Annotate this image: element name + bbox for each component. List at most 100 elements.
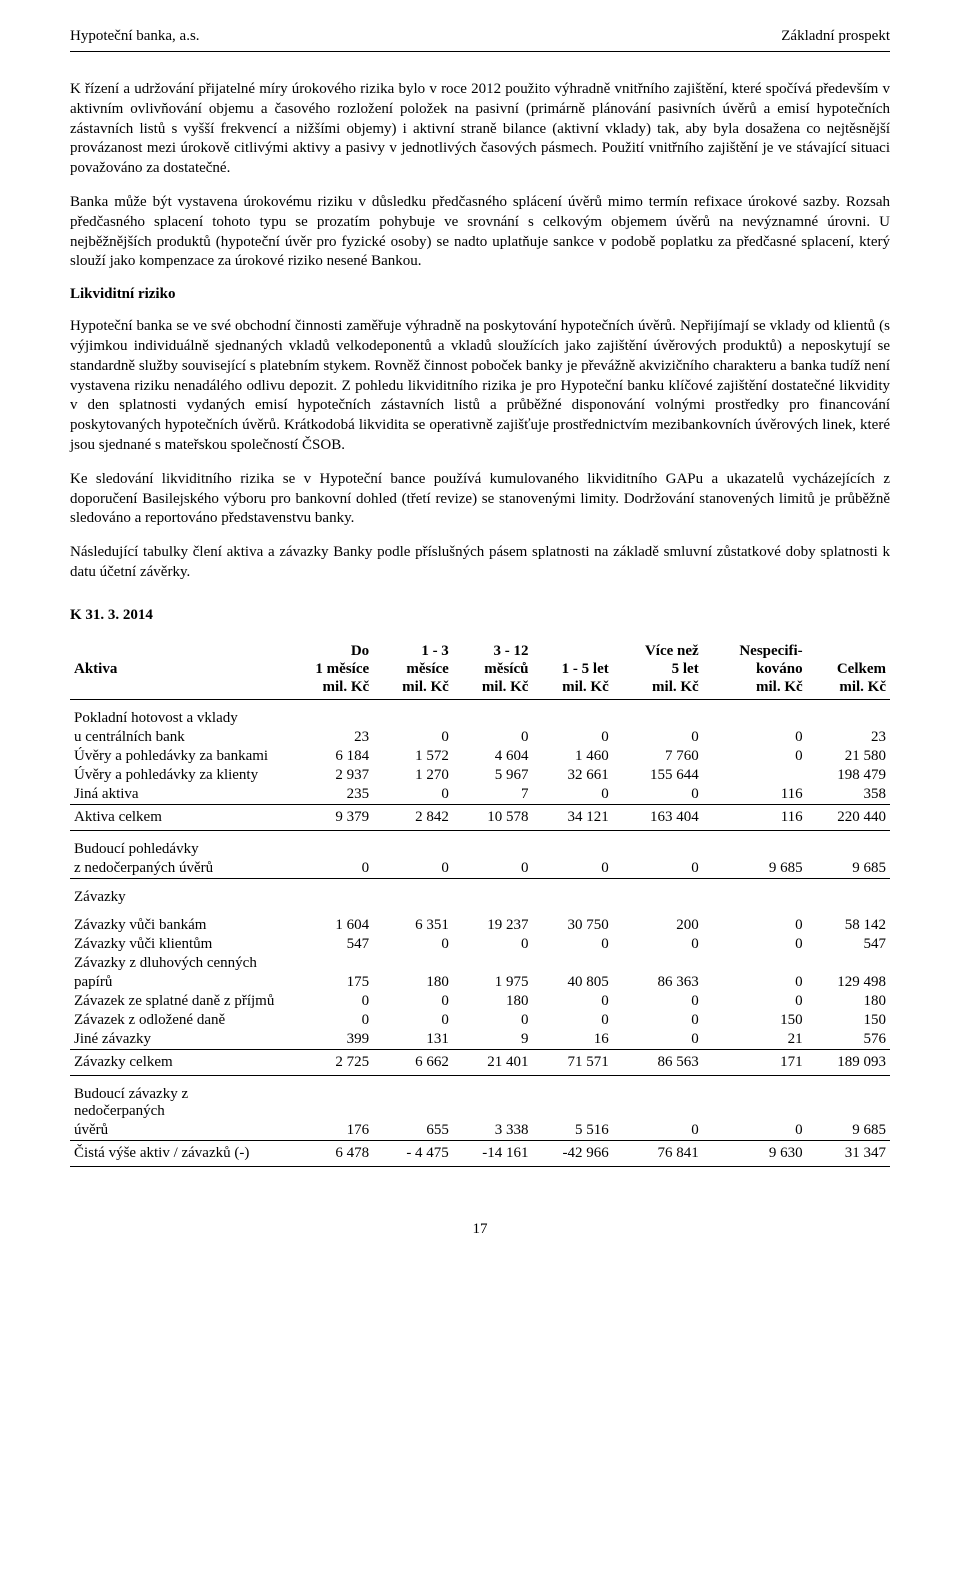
cell: 175 [283,973,373,992]
cell: 0 [532,728,612,747]
cell: 1 270 [373,766,453,785]
cell: 86 363 [613,973,703,992]
table-row: Pokladní hotovost a vklady [70,699,890,728]
row-label: Závazky vůči bankám [70,907,283,935]
col-header-unspec-l2: kováno [703,660,807,678]
cell: 116 [703,804,807,830]
cell: 176 [283,1121,373,1141]
cell: 0 [373,935,453,954]
cell: 150 [703,1011,807,1030]
table-row: Závazky z dluhových cenných [70,954,890,973]
row-label: Jiné závazky [70,1030,283,1050]
col-header-unspec-l1: Nespecifi- [703,642,807,660]
col-header-5yplus-l1: Více než [613,642,703,660]
cell: 0 [613,1121,703,1141]
cell: 547 [283,935,373,954]
cell: 0 [532,1011,612,1030]
cell: 9 685 [807,859,890,879]
cell: 76 841 [613,1140,703,1166]
cell: 0 [532,935,612,954]
cell: 58 142 [807,907,890,935]
cell: 0 [703,728,807,747]
cell: 1 975 [453,973,533,992]
cell: 1 572 [373,747,453,766]
cell: 5 516 [532,1121,612,1141]
cell: 3 338 [453,1121,533,1141]
row-label: Úvěry a pohledávky za klienty [70,766,283,785]
cell: 358 [807,785,890,805]
cell: 30 750 [532,907,612,935]
paragraph-3: Hypoteční banka se ve své obchodní činno… [70,317,890,456]
cell: 171 [703,1049,807,1075]
cell: 6 662 [373,1049,453,1075]
cell: 0 [453,1011,533,1030]
cell: 220 440 [807,804,890,830]
row-label: Budoucí pohledávky [70,830,283,859]
col-header-5yplus-l2: 5 let [613,660,703,678]
table-row: Závazek ze splatné daně z příjmů 0 0 180… [70,992,890,1011]
cell: 16 [532,1030,612,1050]
cell: 0 [613,785,703,805]
row-label: z nedočerpaných úvěrů [70,859,283,879]
col-header-total-l1 [807,642,890,660]
cell [703,766,807,785]
cell: 2 937 [283,766,373,785]
col-header-1-3m-l1: 1 - 3 [373,642,453,660]
cell: 10 578 [453,804,533,830]
table-row: z nedočerpaných úvěrů 0 0 0 0 0 9 685 9 … [70,859,890,879]
row-label: Závazek z odložené daně [70,1011,283,1030]
cell: 23 [283,728,373,747]
cell: 6 184 [283,747,373,766]
cell: 0 [703,1121,807,1141]
row-label: papírů [70,973,283,992]
cell: 235 [283,785,373,805]
cell: 180 [453,992,533,1011]
cell: 0 [283,992,373,1011]
row-label: Závazek ze splatné daně z příjmů [70,992,283,1011]
cell: 0 [613,859,703,879]
cell: 0 [283,1011,373,1030]
running-header: Hypoteční banka, a.s. Základní prospekt [70,28,890,45]
table-header-row-2: Aktiva 1 měsíce měsíce měsíců 1 - 5 let … [70,660,890,678]
cell: 0 [373,728,453,747]
table-row-subtotal: Aktiva celkem 9 379 2 842 10 578 34 121 … [70,804,890,830]
row-label: u centrálních bank [70,728,283,747]
table-row: Jiné závazky 399 131 9 16 0 21 576 [70,1030,890,1050]
table-row: Úvěry a pohledávky za bankami 6 184 1 57… [70,747,890,766]
cell: 34 121 [532,804,612,830]
cell: 0 [613,1011,703,1030]
col-header-unspec-l3: mil. Kč [703,678,807,700]
cell: 7 [453,785,533,805]
cell: 21 [703,1030,807,1050]
table-row: úvěrů 176 655 3 338 5 516 0 0 9 685 [70,1121,890,1141]
table-row-final: Čistá výše aktiv / závazků (-) 6 478 - 4… [70,1140,890,1166]
row-label: Závazky [70,878,283,907]
cell: 31 347 [807,1140,890,1166]
cell: 6 351 [373,907,453,935]
cell: 0 [703,973,807,992]
cell: 5 967 [453,766,533,785]
col-header-aktiva-l1 [70,642,283,660]
cell: 163 404 [613,804,703,830]
cell: - 4 475 [373,1140,453,1166]
cell: 189 093 [807,1049,890,1075]
cell: 0 [453,859,533,879]
table-header-row-3: mil. Kč mil. Kč mil. Kč mil. Kč mil. Kč … [70,678,890,700]
col-header-1-5y-l1 [532,642,612,660]
cell: 150 [807,1011,890,1030]
table-header-row-1: Do 1 - 3 3 - 12 Více než Nespecifi- [70,642,890,660]
col-header-1m-l2: 1 měsíce [283,660,373,678]
cell: 9 685 [807,1121,890,1141]
cell: 0 [613,728,703,747]
cell: 2 725 [283,1049,373,1075]
cell: 0 [373,1011,453,1030]
table-row: papírů 175 180 1 975 40 805 86 363 0 129… [70,973,890,992]
table-row: Budoucí závazky z nedočerpaných [70,1075,890,1121]
cell: 21 580 [807,747,890,766]
cell: 547 [807,935,890,954]
cell: 129 498 [807,973,890,992]
cell: 200 [613,907,703,935]
cell: 71 571 [532,1049,612,1075]
row-label: Závazky vůči klientům [70,935,283,954]
header-rule [70,51,890,52]
